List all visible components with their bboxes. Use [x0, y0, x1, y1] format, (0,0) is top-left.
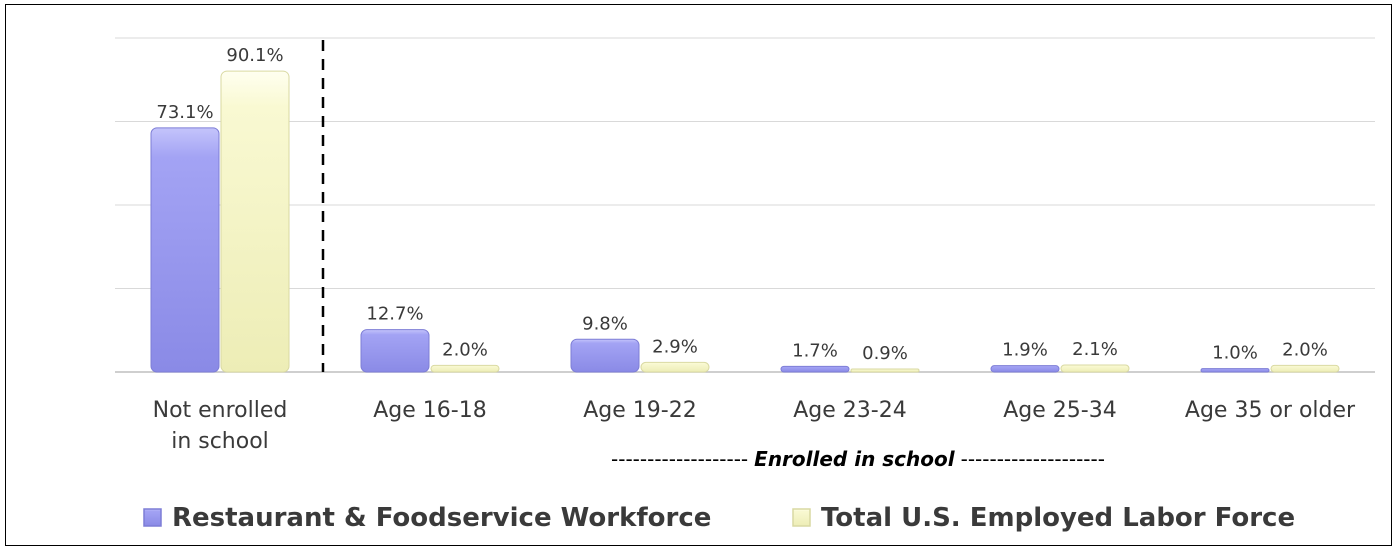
- category-label: Age 23-24: [793, 398, 906, 423]
- value-label: 2.0%: [1282, 339, 1328, 360]
- value-label: 9.8%: [582, 313, 628, 334]
- value-label: 1.7%: [792, 340, 838, 361]
- value-label: 0.9%: [862, 343, 908, 364]
- bar-total-2: [640, 361, 710, 373]
- annotation-dashes-left: -------------------: [611, 447, 748, 471]
- gridlines: [115, 37, 1375, 373]
- value-label: 1.0%: [1212, 343, 1258, 364]
- bar-restaurant-5: [1200, 368, 1270, 373]
- bar-total-0: [220, 70, 290, 373]
- category-label: in school: [171, 429, 269, 454]
- annotation-dashes-right: --------------------: [961, 447, 1105, 471]
- value-label: 2.9%: [652, 336, 698, 357]
- value-label: 90.1%: [226, 45, 283, 66]
- value-label: 12.7%: [366, 304, 423, 325]
- bar-restaurant-4: [990, 365, 1060, 373]
- value-label: 2.0%: [442, 339, 488, 360]
- bar-restaurant-2: [570, 338, 640, 373]
- legend-label-restaurant: Restaurant & Foodservice Workforce: [172, 503, 711, 533]
- category-label: Age 19-22: [583, 398, 696, 423]
- legend: Restaurant & Foodservice Workforce Total …: [143, 503, 1295, 533]
- value-label: 1.9%: [1002, 340, 1048, 361]
- legend-swatch-restaurant: [143, 508, 162, 527]
- bars: [150, 70, 1340, 373]
- bar-restaurant-1: [360, 329, 430, 373]
- value-labels: 73.1% 90.1% 12.7% 2.0% 9.8% 2.9% 1.7% 0.9% 1.9% 2…: [156, 45, 1327, 364]
- bar-total-1: [430, 364, 500, 373]
- legend-swatch-total: [792, 508, 811, 527]
- bar-restaurant-0: [150, 127, 220, 373]
- legend-label-total: Total U.S. Employed Labor Force: [821, 503, 1295, 533]
- value-label: 2.1%: [1072, 339, 1118, 360]
- category-label: Age 35 or older: [1185, 398, 1356, 423]
- enrolled-annotation: ------------------- Enrolled in school ---…: [611, 447, 1105, 471]
- category-label: Age 25-34: [1003, 398, 1116, 423]
- value-label: 73.1%: [156, 102, 213, 123]
- category-labels: Not enrolled in school Age 16-18 Age 19-22 A…: [153, 398, 1356, 454]
- bar-restaurant-3: [780, 365, 850, 373]
- bar-total-5: [1270, 364, 1340, 373]
- bar-total-3: [850, 368, 920, 373]
- category-label: Age 16-18: [373, 398, 486, 423]
- annotation-text: Enrolled in school: [754, 447, 956, 471]
- bar-total-4: [1060, 364, 1130, 373]
- category-label: Not enrolled: [153, 398, 288, 423]
